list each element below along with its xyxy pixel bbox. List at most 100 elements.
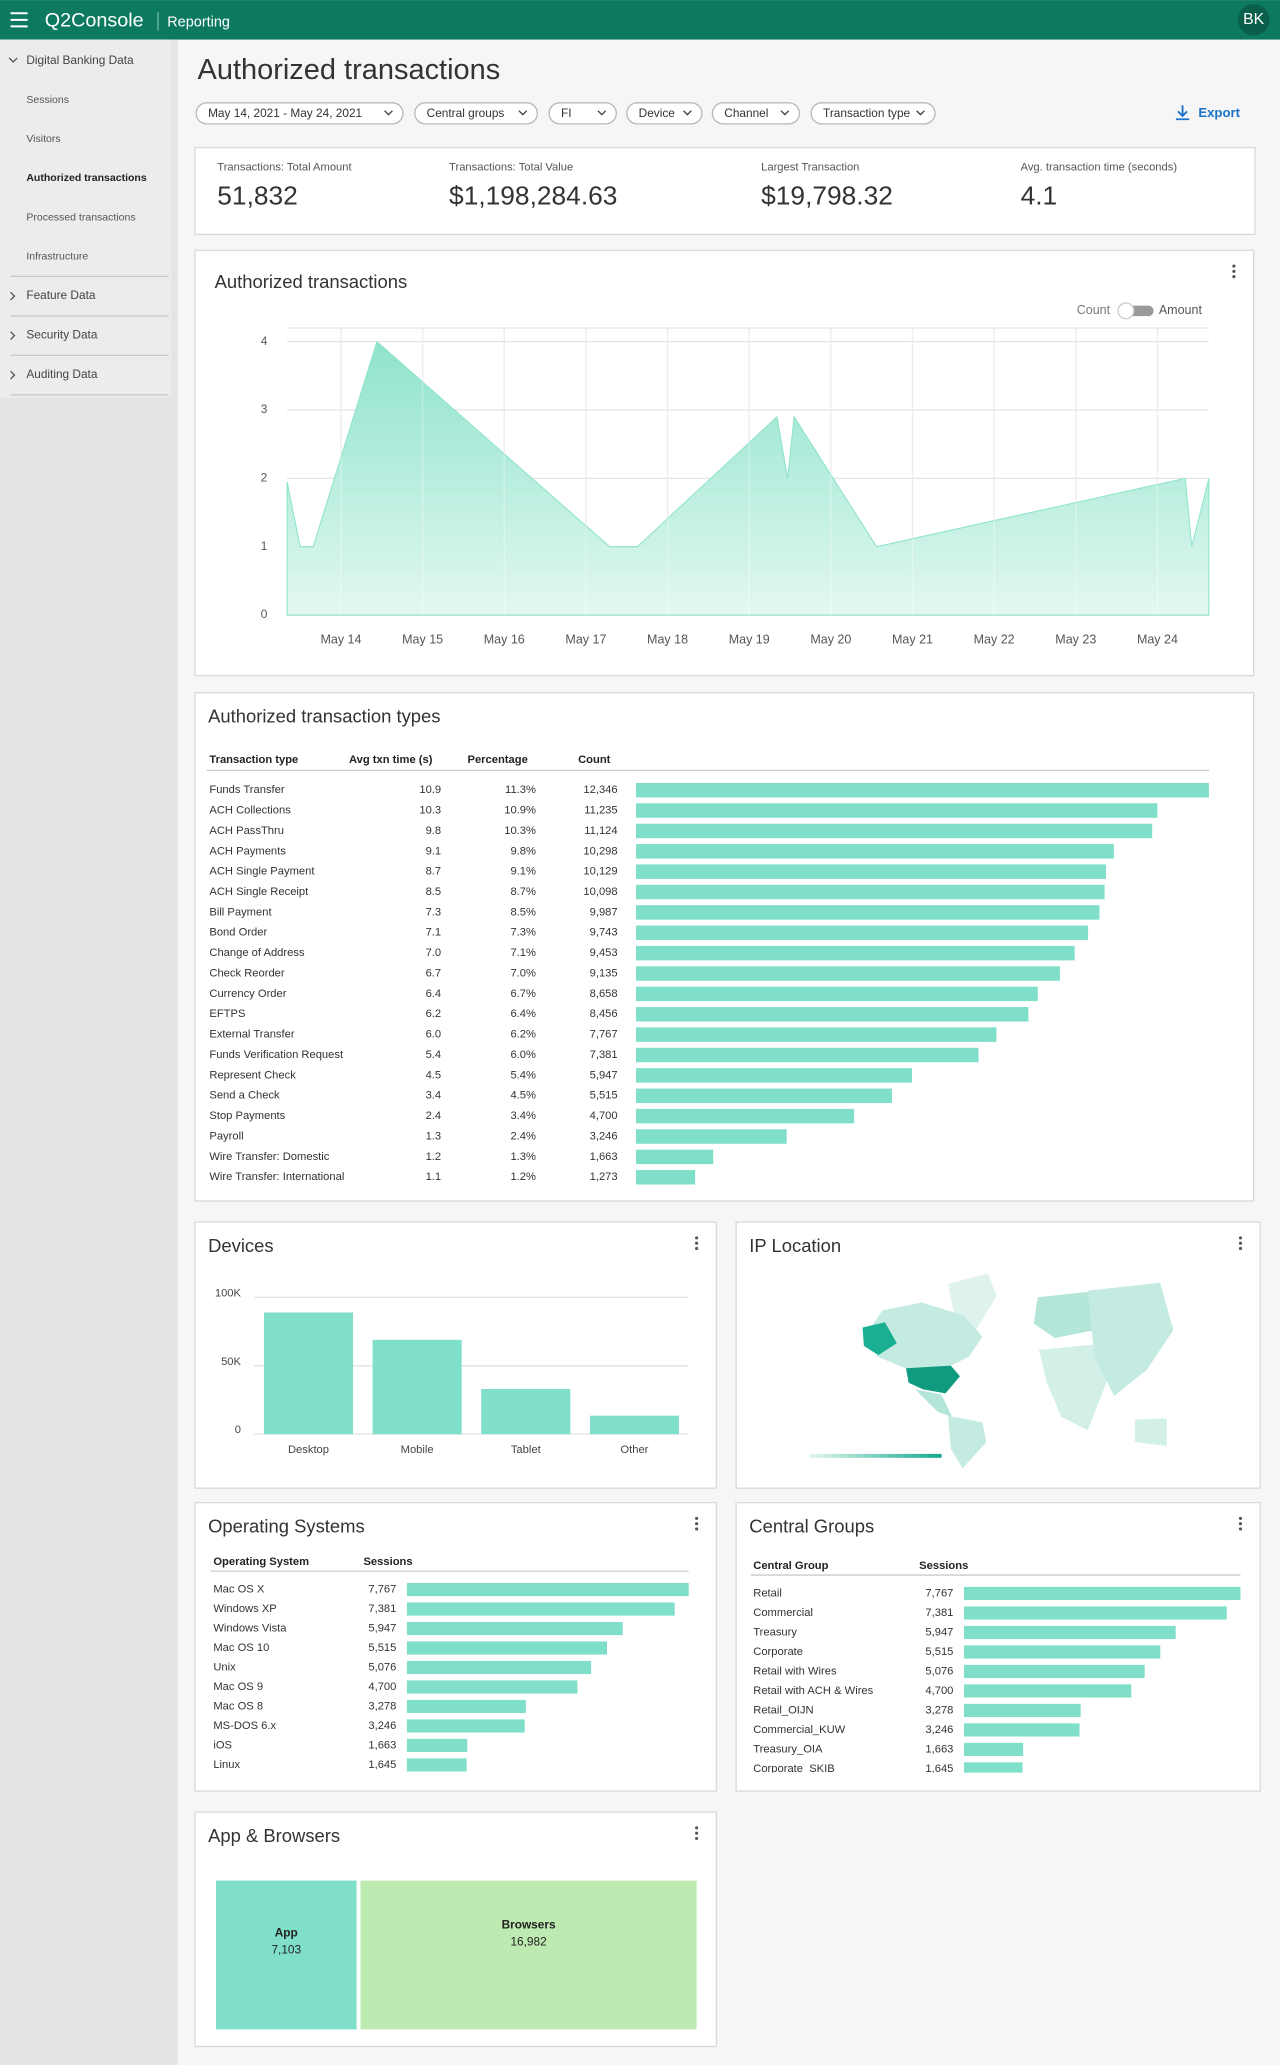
dot — [695, 1826, 699, 1830]
table-cell: 8.7% — [510, 886, 536, 898]
avatar[interactable] — [1237, 4, 1270, 36]
nav-section[interactable]: Feature Data — [10, 288, 96, 302]
bar — [963, 1586, 1241, 1601]
table-cell: Commercial_KUW — [753, 1724, 845, 1736]
bar — [636, 844, 1114, 859]
filter-dropdown[interactable]: May 14, 2021 - May 24, 2021 — [195, 102, 404, 125]
filter-dropdown[interactable]: Channel — [711, 102, 800, 125]
nav-item[interactable]: Visitors — [26, 133, 60, 145]
x-tick-label: May 22 — [974, 632, 1015, 646]
table-cell: 8.7 — [426, 866, 442, 878]
nav-section[interactable]: Digital Banking Data — [8, 53, 134, 67]
more-menu[interactable] — [1238, 1516, 1243, 1531]
x-tick-label: Tablet — [511, 1444, 542, 1456]
more-menu[interactable] — [1232, 264, 1236, 279]
table-cell: 3.4 — [426, 1090, 442, 1102]
table-cell: 8,658 — [590, 988, 618, 1000]
table-cell: 5,515 — [368, 1642, 396, 1654]
card-title: IP Location — [749, 1235, 841, 1256]
region — [915, 1389, 953, 1418]
column-header: Avg txn time (s) — [349, 754, 433, 766]
bar — [481, 1389, 571, 1435]
card-title: Operating Systems — [208, 1516, 365, 1537]
table-cell: Currency Order — [209, 988, 286, 1000]
table-cell: 8,456 — [590, 1008, 618, 1020]
table-cell: 5.4 — [426, 1049, 442, 1061]
bar — [636, 1027, 997, 1042]
chevron — [10, 291, 16, 301]
x-tick-label: May 15 — [402, 632, 443, 646]
bar — [636, 1047, 979, 1063]
tile-label: Browsers — [502, 1917, 556, 1931]
bar — [406, 1621, 623, 1636]
count-amount-toggle[interactable]: Count Amount — [1077, 302, 1203, 320]
table-cell: 3,278 — [368, 1700, 396, 1712]
more-menu[interactable] — [695, 1826, 699, 1841]
filter-dropdown[interactable]: Device — [626, 102, 703, 125]
kpi-value: 4.1 — [1021, 181, 1058, 211]
bar — [406, 1602, 675, 1616]
table-cell: Retail with Wires — [753, 1665, 837, 1677]
bar — [636, 1068, 912, 1083]
menu-button[interactable] — [10, 12, 28, 28]
chevron — [8, 57, 18, 63]
bar — [636, 1007, 1029, 1022]
nav-item[interactable]: Sessions — [26, 94, 69, 106]
export-icon — [1175, 105, 1190, 121]
nav-item[interactable]: Authorized transactions — [26, 172, 147, 184]
bar — [636, 1129, 787, 1144]
table-cell: 6.7% — [510, 988, 536, 1000]
table-cell: 4.5 — [426, 1069, 442, 1081]
table-cell: 9,987 — [590, 906, 618, 918]
bar — [963, 1723, 1080, 1737]
nav-item[interactable]: Infrastructure — [26, 250, 88, 262]
kpi-label: Largest Transaction — [761, 161, 859, 173]
table-body: Funds Transfer 10.9 11.3% 12,346 ACH Collect… — [209, 782, 1209, 1185]
filter-dropdown[interactable]: FI — [548, 102, 617, 125]
table-cell: 8.5 — [426, 886, 442, 898]
region — [948, 1415, 987, 1469]
more-menu[interactable] — [1238, 1236, 1243, 1251]
table-cell: Treasury — [753, 1626, 797, 1638]
x-tick-label: May 17 — [565, 632, 606, 646]
export-button[interactable]: Export — [1175, 105, 1241, 121]
table-cell: 3,246 — [368, 1720, 396, 1732]
bar — [636, 925, 1089, 941]
table-cell: 7,767 — [368, 1583, 396, 1595]
more-menu[interactable] — [695, 1516, 699, 1531]
filter-dropdown[interactable]: Central groups — [414, 102, 538, 125]
dot — [695, 1236, 699, 1240]
more-menu[interactable] — [695, 1236, 699, 1251]
nav-section[interactable]: Auditing Data — [10, 367, 98, 381]
table-cell: 12,346 — [583, 784, 617, 796]
table-cell: 3,278 — [925, 1704, 953, 1716]
table-cell: 10.3 — [419, 805, 441, 817]
bar — [406, 1641, 608, 1655]
table-cell: 6.0% — [510, 1049, 536, 1061]
nav-section[interactable]: Security Data — [10, 328, 98, 342]
x-tick-label: May 18 — [647, 632, 688, 646]
dot — [695, 1516, 699, 1521]
filter-pill — [711, 102, 800, 125]
table-cell: Bill Payment — [209, 906, 272, 918]
table-cell: 7,381 — [925, 1607, 953, 1619]
table-cell: 9,453 — [590, 947, 618, 959]
filter-dropdown[interactable]: Transaction type — [810, 102, 936, 125]
table-cell: ACH PassThru — [209, 825, 284, 837]
chevron — [682, 110, 692, 116]
dot — [1238, 1527, 1243, 1531]
chevron — [916, 110, 925, 116]
table-cell: 9,135 — [590, 967, 618, 979]
table-cell: 5,947 — [925, 1626, 953, 1638]
bar — [963, 1625, 1176, 1640]
y-tick-label: 100K — [215, 1287, 242, 1299]
x-tick-label: May 16 — [484, 632, 525, 646]
filter-label: May 14, 2021 - May 24, 2021 — [208, 106, 362, 120]
card-title: Central Groups — [749, 1516, 874, 1537]
nav-item[interactable]: Processed transactions — [26, 211, 135, 223]
table-cell: 5,947 — [590, 1069, 618, 1081]
nav-section-label: Feature Data — [26, 288, 96, 302]
table-cell: 3,246 — [590, 1130, 618, 1142]
table-cell: 2.4 — [426, 1110, 442, 1122]
table-cell: 7.1% — [510, 947, 536, 959]
